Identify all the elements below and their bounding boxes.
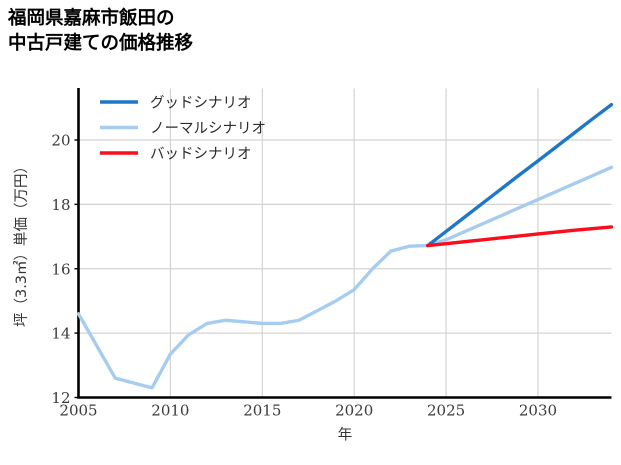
axis-lines (74, 88, 612, 399)
data-series-layer (76, 102, 614, 390)
x-tick-label: 2010 (151, 402, 189, 420)
x-tick-label: 2030 (519, 402, 557, 420)
y-tick-label: 16 (51, 260, 70, 278)
legend-item-normal: ノーマルシナリオ (100, 121, 266, 137)
legend-label-good: グッドシナリオ (150, 95, 252, 112)
y-tick-label: 12 (51, 389, 70, 407)
page-title: 福岡県嘉麻市飯田の 中古戸建ての価格推移 (8, 8, 194, 54)
legend-item-bad: バッドシナリオ (100, 147, 252, 163)
series-line-normal (76, 165, 614, 390)
x-tick-label: 2015 (243, 402, 281, 420)
gridlines (77, 88, 612, 399)
y-axis-tick-labels: 12 14 16 18 20 (51, 132, 70, 408)
x-tick-label: 2025 (427, 402, 465, 420)
y-tick-label: 20 (51, 132, 70, 150)
x-tick-label: 2005 (59, 402, 97, 420)
y-tick-label: 14 (51, 325, 70, 343)
legend-item-good: グッドシナリオ (100, 95, 252, 112)
x-tick-label: 2020 (335, 402, 373, 420)
legend-label-normal: ノーマルシナリオ (150, 121, 266, 137)
y-axis-label: 坪（3.3㎡）単価（万円） (13, 159, 30, 327)
series-line-bad (426, 225, 614, 248)
x-axis-label: 年 (338, 427, 353, 444)
x-axis-tick-labels: 2005 2010 2015 2020 2025 2030 (59, 402, 557, 420)
legend-label-bad: バッドシナリオ (150, 147, 252, 163)
series-line-good (426, 102, 614, 248)
y-tick-label: 18 (51, 196, 70, 214)
